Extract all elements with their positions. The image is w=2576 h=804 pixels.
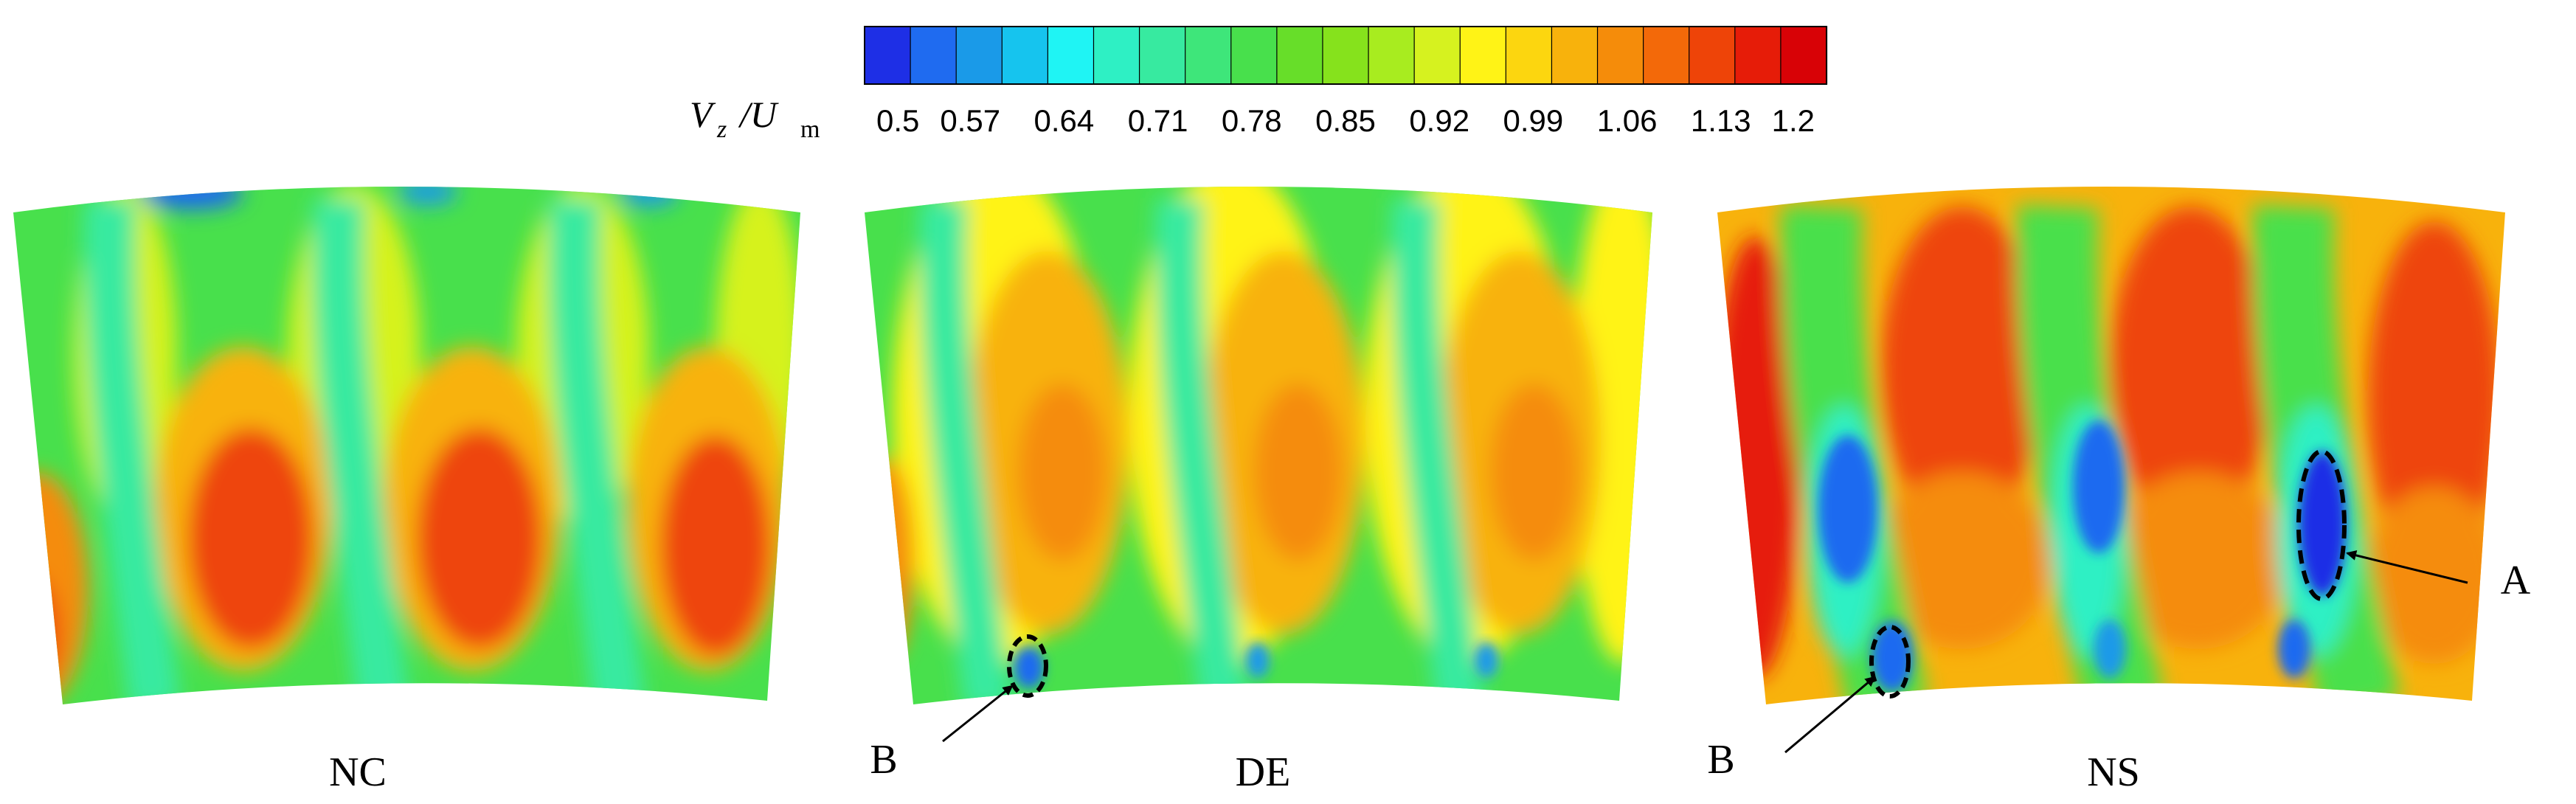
annotation-b-ns-label: B bbox=[1707, 737, 1734, 783]
colorbar-label-main: V bbox=[690, 94, 716, 135]
panel-nc: NC bbox=[13, 187, 800, 795]
annotation-b-ns-arrow bbox=[1784, 676, 1876, 754]
annotation-b-de-arrow bbox=[942, 685, 1014, 743]
colorbar-tick-label: 0.85 bbox=[1315, 103, 1376, 138]
colorbar-label-sub1: z bbox=[716, 116, 727, 143]
colorbar-cell bbox=[1322, 26, 1370, 85]
colorbar: 0.5 0.57 0.64 0.71 0.78 0.85 0.92 0.99 1.06 1.13 1… bbox=[690, 26, 1828, 143]
colorbar-cell bbox=[1047, 26, 1095, 85]
panel-label-ns: NS bbox=[2087, 749, 2140, 795]
annotation-a-label: A bbox=[2501, 558, 2531, 603]
colorbar-cell bbox=[1505, 26, 1553, 85]
colorbar-cell bbox=[1734, 26, 1782, 85]
colorbar-cell bbox=[1230, 26, 1278, 85]
colorbar-tick-label: 0.5 bbox=[876, 103, 919, 138]
colorbar-tick-label: 0.78 bbox=[1222, 103, 1282, 138]
panel-de: DE bbox=[865, 187, 1652, 795]
colorbar-cell bbox=[1459, 26, 1507, 85]
colorbar-cell bbox=[1001, 26, 1049, 85]
colorbar-tick-label: 0.99 bbox=[1503, 103, 1564, 138]
colorbar-cell bbox=[1093, 26, 1140, 85]
colorbar-tick-label: 1.13 bbox=[1691, 103, 1751, 138]
colorbar-cell bbox=[1185, 26, 1232, 85]
colorbar-label-sep: /U bbox=[738, 94, 779, 135]
annotation-a-ellipse bbox=[2296, 449, 2347, 601]
annotation-b-de-label: B bbox=[870, 737, 897, 783]
annotation-b-ns-ellipse bbox=[1869, 625, 1911, 699]
annotation-b-ns: B bbox=[1707, 625, 1911, 783]
panel-label-nc: NC bbox=[329, 749, 387, 795]
annotation-a: A bbox=[2296, 449, 2531, 603]
annotation-a-arrow bbox=[2346, 550, 2468, 584]
colorbar-tick-label: 0.57 bbox=[940, 103, 1000, 138]
colorbar-tick-label: 0.64 bbox=[1034, 103, 1095, 138]
colorbar-ticks: 0.5 0.57 0.64 0.71 0.78 0.85 0.92 0.99 1.06 1.13 1… bbox=[876, 103, 1815, 138]
colorbar-cell bbox=[1413, 26, 1461, 85]
colorbar-cell bbox=[864, 26, 912, 85]
colorbar-label-sub2: m bbox=[800, 116, 820, 143]
colorbar-tick-label: 0.92 bbox=[1409, 103, 1469, 138]
colorbar-cell bbox=[1780, 26, 1828, 85]
colorbar-cell bbox=[1551, 26, 1599, 85]
colorbar-cell bbox=[1689, 26, 1736, 85]
panel-label-de: DE bbox=[1236, 749, 1291, 795]
colorbar-cell bbox=[955, 26, 1003, 85]
panel-ns: NS bbox=[1717, 187, 2505, 795]
colorbar-frame bbox=[864, 26, 1827, 85]
colorbar-cell bbox=[1276, 26, 1324, 85]
colorbar-cell bbox=[1368, 26, 1416, 85]
annotation-b-de: B bbox=[870, 634, 1048, 783]
colorbar-cell bbox=[1596, 26, 1644, 85]
colorbar-cell bbox=[910, 26, 958, 85]
colorbar-tick-label: 0.71 bbox=[1128, 103, 1188, 138]
colorbar-label: V z /U m bbox=[690, 94, 820, 143]
colorbar-tick-label: 1.06 bbox=[1597, 103, 1658, 138]
colorbar-tick-label: 1.2 bbox=[1772, 103, 1815, 138]
colorbar-cell bbox=[1138, 26, 1186, 85]
colorbar-cell bbox=[1643, 26, 1690, 85]
colorbar-cells bbox=[864, 26, 1828, 85]
annotation-b-de-ellipse bbox=[1007, 634, 1048, 698]
